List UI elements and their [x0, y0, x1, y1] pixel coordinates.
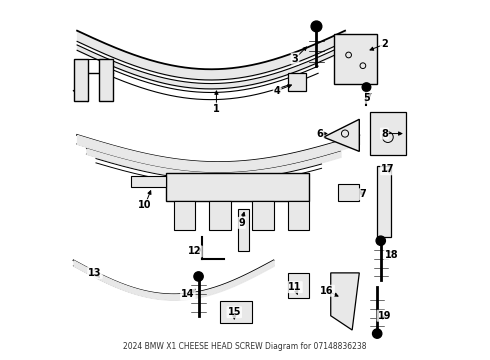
Text: 15: 15: [227, 307, 241, 317]
FancyBboxPatch shape: [167, 173, 309, 202]
Text: 6: 6: [317, 129, 323, 139]
Text: 9: 9: [238, 218, 245, 228]
Polygon shape: [331, 273, 359, 330]
Text: 19: 19: [378, 311, 391, 321]
Circle shape: [376, 236, 386, 246]
Text: 2: 2: [381, 39, 388, 49]
Circle shape: [194, 272, 203, 281]
FancyBboxPatch shape: [334, 33, 377, 84]
Polygon shape: [323, 119, 359, 152]
Text: 16: 16: [320, 286, 334, 296]
FancyBboxPatch shape: [173, 202, 195, 230]
Text: 11: 11: [288, 282, 302, 292]
FancyBboxPatch shape: [338, 184, 359, 202]
Text: 10: 10: [138, 200, 152, 210]
FancyBboxPatch shape: [288, 73, 306, 91]
Text: 8: 8: [381, 129, 388, 139]
Text: 7: 7: [360, 189, 366, 199]
Circle shape: [362, 83, 371, 91]
FancyBboxPatch shape: [98, 59, 113, 102]
Text: 12: 12: [188, 247, 202, 256]
Text: 13: 13: [88, 268, 102, 278]
Circle shape: [372, 329, 382, 338]
FancyBboxPatch shape: [377, 166, 392, 237]
FancyBboxPatch shape: [131, 176, 167, 187]
Circle shape: [311, 21, 322, 32]
Text: 5: 5: [363, 93, 370, 103]
Text: 1: 1: [213, 104, 220, 113]
Text: 14: 14: [181, 289, 195, 299]
FancyBboxPatch shape: [74, 59, 88, 102]
Text: 4: 4: [274, 86, 280, 96]
FancyBboxPatch shape: [370, 112, 406, 155]
Text: 18: 18: [385, 250, 398, 260]
Text: 3: 3: [292, 54, 298, 64]
FancyBboxPatch shape: [252, 202, 273, 230]
FancyBboxPatch shape: [288, 273, 309, 298]
FancyBboxPatch shape: [238, 208, 248, 251]
Text: 2024 BMW X1 CHEESE HEAD SCREW Diagram for 07148836238: 2024 BMW X1 CHEESE HEAD SCREW Diagram fo…: [123, 342, 367, 351]
FancyBboxPatch shape: [220, 301, 252, 323]
FancyBboxPatch shape: [209, 202, 231, 230]
FancyBboxPatch shape: [288, 202, 309, 230]
Text: 17: 17: [381, 164, 394, 174]
